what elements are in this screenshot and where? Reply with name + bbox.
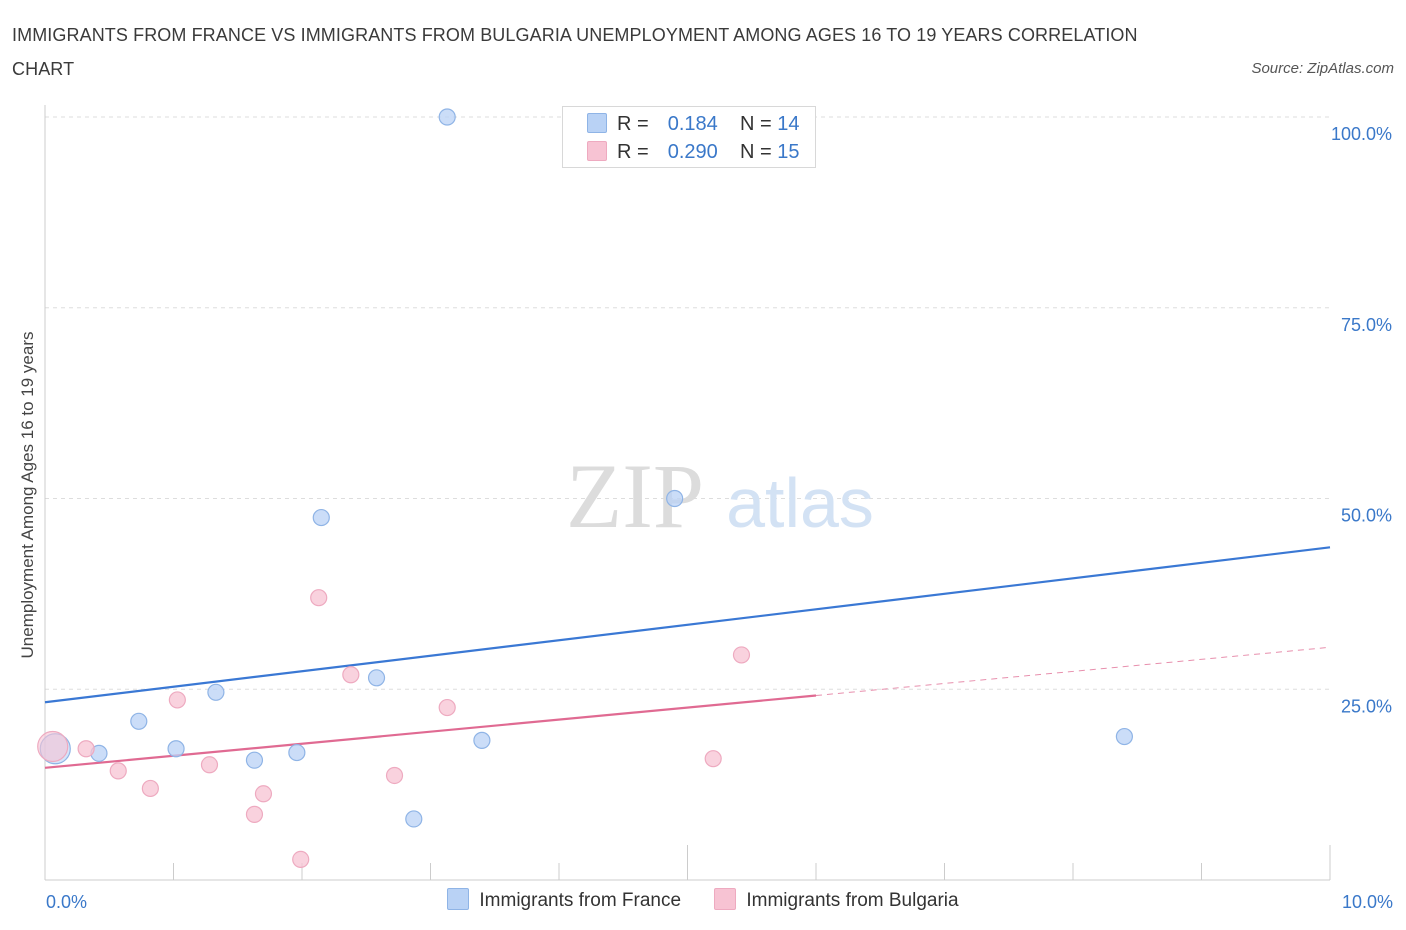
bulgaria-point <box>310 589 328 607</box>
france-point <box>130 712 148 730</box>
bulgaria-trend-line <box>44 694 817 769</box>
trend-lines <box>44 546 1331 769</box>
r-label: R = <box>617 113 649 135</box>
watermark-atlas: atlas <box>726 464 874 542</box>
france-point <box>167 740 185 758</box>
watermark-zip: ZIP <box>566 445 704 547</box>
france-point <box>1115 727 1134 746</box>
legend: Immigrants from France Immigrants from B… <box>0 888 1406 912</box>
bulgaria-point <box>200 756 219 774</box>
france-point <box>207 683 225 701</box>
n-label: N = <box>740 113 772 135</box>
legend-label-france: Immigrants from France <box>479 890 682 911</box>
france-point <box>312 508 330 527</box>
tick-labels: 25.0% 50.0% 75.0% 100.0% 0.0% 10.0% <box>46 124 1393 912</box>
stats-row-bulgaria: R = 0.290 N = 15 <box>587 139 800 165</box>
france-point <box>367 669 386 687</box>
bulgaria-legend-swatch <box>714 888 737 910</box>
chart-title: IMMIGRANTS FROM FRANCE VS IMMIGRANTS FRO… <box>12 25 1138 79</box>
x-tick-label: 10.0% <box>1342 892 1393 912</box>
y-tick-label: 25.0% <box>1341 696 1392 716</box>
france-point <box>666 489 684 508</box>
r-value-france: 0.184 <box>667 113 718 135</box>
bulgaria-swatch <box>587 141 607 161</box>
legend-label-bulgaria: Immigrants from Bulgaria <box>746 890 959 911</box>
bulgaria-point <box>141 779 159 798</box>
legend-item-france[interactable]: Immigrants from France <box>447 888 681 912</box>
france-swatch <box>587 113 607 133</box>
legend-item-bulgaria[interactable]: Immigrants from Bulgaria <box>714 888 959 912</box>
watermark: ZIP atlas <box>566 445 874 547</box>
bulgaria-point <box>245 805 264 823</box>
bulgaria-point <box>342 666 360 684</box>
y-tick-label: 75.0% <box>1341 315 1392 335</box>
france-legend-swatch <box>447 888 470 910</box>
bulgaria-point <box>77 740 95 758</box>
bulgaria-point <box>732 646 751 664</box>
bulgaria-point <box>109 762 127 780</box>
france-point <box>245 751 264 769</box>
bulgaria-point <box>704 750 722 768</box>
bulgaria-point <box>168 691 186 709</box>
bulgaria-trend-extension <box>815 646 1331 697</box>
n-label: N = <box>740 141 772 163</box>
data-points <box>37 108 1134 868</box>
france-trend-line <box>44 546 1331 704</box>
grid-layer <box>45 116 1330 690</box>
france-point <box>473 731 491 749</box>
france-point <box>405 810 423 828</box>
france-point <box>288 743 306 762</box>
bulgaria-point <box>254 785 273 803</box>
r-label: R = <box>617 141 649 163</box>
n-value-bulgaria: 15 <box>777 141 800 163</box>
bulgaria-point <box>292 850 310 868</box>
bulgaria-point <box>438 698 456 717</box>
x-tick-label: 0.0% <box>46 892 87 912</box>
n-value-france: 14 <box>777 113 800 135</box>
y-tick-label: 50.0% <box>1341 506 1392 526</box>
bulgaria-point <box>385 766 404 785</box>
y-tick-label: 100.0% <box>1331 124 1392 144</box>
france-point <box>438 108 456 126</box>
stats-row-france: R = 0.184 N = 14 <box>587 111 800 137</box>
bulgaria-point <box>37 730 69 763</box>
stats-box: R = 0.184 N = 14 R = 0.290 N = 15 <box>562 106 816 168</box>
source-credit: Source: ZipAtlas.com <box>1251 60 1394 77</box>
r-value-bulgaria: 0.290 <box>667 141 718 163</box>
